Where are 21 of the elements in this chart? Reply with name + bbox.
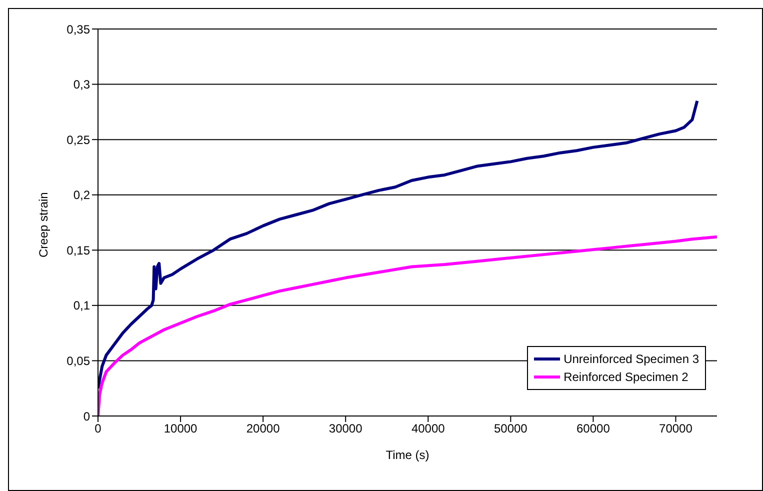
- x-tick-label: 70000: [659, 422, 693, 436]
- x-tick-label: 50000: [494, 422, 528, 436]
- x-tick-label: 0: [94, 422, 102, 436]
- x-tick-label: 20000: [246, 422, 280, 436]
- x-axis-title: Time (s): [386, 448, 430, 462]
- y-tick-label: 0,35: [66, 22, 90, 36]
- y-tick-label: 0,2: [73, 188, 90, 202]
- y-tick-label: 0,3: [73, 78, 90, 92]
- x-tick-label: 40000: [411, 422, 446, 436]
- x-tick-label: 60000: [576, 422, 610, 436]
- y-tick-label: 0: [83, 409, 90, 424]
- x-tick-label: 10000: [164, 422, 198, 436]
- line-series: [98, 99, 699, 390]
- y-tick-label: 0,05: [66, 354, 90, 368]
- y-axis-title: Creep strain: [36, 192, 50, 258]
- legend-label: Reinforced Specimen 2: [564, 369, 688, 386]
- y-tick-label: 0,15: [66, 243, 90, 258]
- y-tick-label: 0,25: [66, 132, 90, 147]
- legend-label: Unreinforced Specimen 3: [564, 351, 699, 368]
- y-tick-label: 0,1: [73, 298, 90, 313]
- x-tick-label: 30000: [328, 422, 363, 436]
